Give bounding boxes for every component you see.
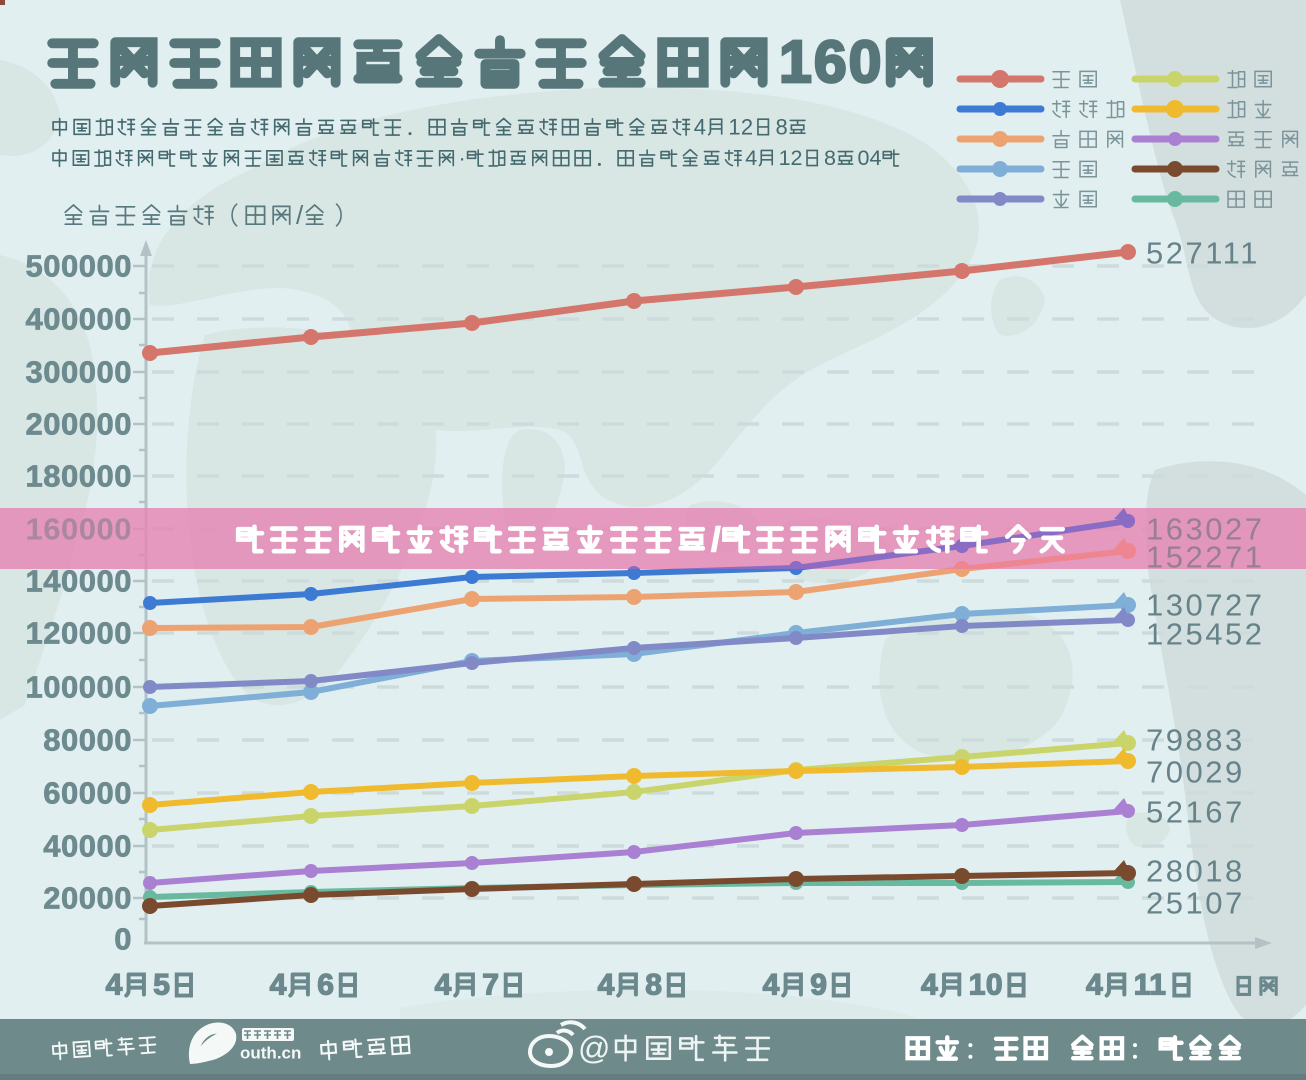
svg-text:200000: 200000 [26,407,132,442]
svg-text:152271: 152271 [1146,540,1264,575]
svg-text:7: 7 [482,969,499,1002]
svg-text:4: 4 [435,969,452,1002]
svg-text:40000: 40000 [43,829,132,864]
svg-text:4: 4 [270,969,287,1002]
svg-text:12: 12 [728,115,753,140]
svg-text:25107: 25107 [1146,886,1245,921]
svg-text:0: 0 [114,922,132,957]
svg-text:4: 4 [694,115,706,140]
svg-text:140000: 140000 [26,564,132,599]
svg-text:20000: 20000 [43,881,132,916]
svg-text:130727: 130727 [1146,588,1264,623]
svg-text:12: 12 [779,146,803,170]
svg-text:8: 8 [824,146,836,170]
svg-text:60000: 60000 [43,776,132,811]
svg-text:527111: 527111 [1146,236,1260,271]
svg-text:52167: 52167 [1146,795,1245,830]
svg-text:400000: 400000 [26,302,132,337]
svg-text:5: 5 [153,969,170,1002]
svg-text:4: 4 [921,969,938,1002]
svg-text:4: 4 [763,969,780,1002]
svg-text:10: 10 [969,969,1003,1002]
svg-text:6: 6 [317,969,334,1002]
svg-text:@: @ [578,1030,611,1066]
svg-text:125452: 125452 [1146,617,1264,652]
svg-text:160: 160 [779,29,883,95]
svg-text:300000: 300000 [26,355,132,390]
svg-text:8: 8 [645,969,662,1002]
svg-text:8: 8 [776,115,788,140]
svg-text:04: 04 [858,146,882,170]
svg-text:4: 4 [106,969,123,1002]
svg-text:163027: 163027 [1146,512,1264,547]
svg-text:500000: 500000 [26,249,132,284]
svg-text:79883: 79883 [1146,723,1245,758]
svg-text:9: 9 [810,969,827,1002]
svg-text:160000: 160000 [26,512,132,547]
svg-text:120000: 120000 [26,616,132,651]
svg-text:70029: 70029 [1146,755,1245,790]
svg-text:4: 4 [1086,969,1103,1002]
svg-text:100000: 100000 [26,670,132,705]
svg-text:/: / [711,521,721,558]
svg-text:·: · [459,146,466,170]
svg-text:28018: 28018 [1146,854,1245,889]
svg-text:11: 11 [1134,969,1167,1002]
svg-text:4: 4 [598,969,615,1002]
svg-text:/: / [296,200,304,230]
svg-text:outh.cn: outh.cn [240,1044,301,1063]
svg-text:80000: 80000 [43,723,132,758]
svg-text:4: 4 [745,146,757,170]
svg-text:180000: 180000 [26,459,132,494]
